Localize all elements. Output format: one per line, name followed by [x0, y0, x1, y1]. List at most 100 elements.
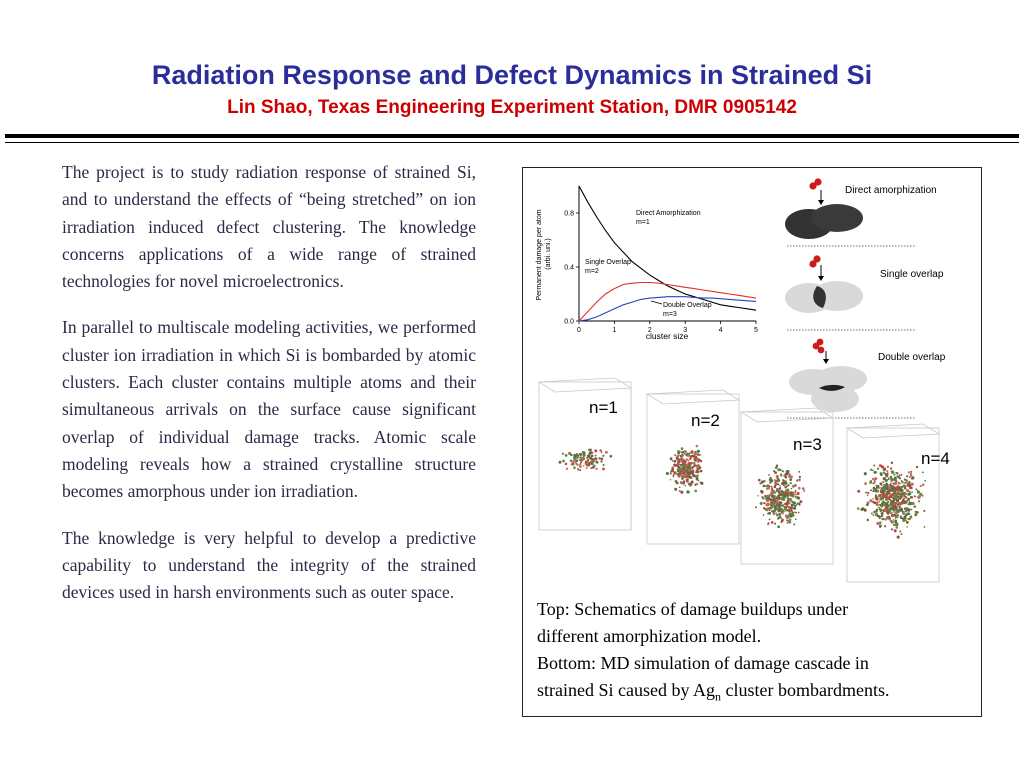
series-label-single-m: m=2: [585, 268, 599, 275]
atom-dot: [565, 467, 569, 470]
atom-dot: [908, 502, 912, 506]
atom-dot: [784, 514, 788, 518]
atom-dot: [921, 471, 924, 474]
atom-dot: [772, 510, 775, 513]
atom-dot: [681, 457, 684, 461]
atom-dot: [776, 518, 779, 520]
atom-dot: [561, 452, 565, 455]
atom-dot: [899, 498, 902, 500]
atom-dot: [669, 457, 673, 461]
atom-dot: [882, 471, 886, 474]
atom-dot: [896, 491, 900, 494]
atom-dot: [785, 502, 789, 506]
atom-dot: [897, 487, 900, 490]
atom-dot: [669, 472, 672, 475]
atom-dot: [679, 463, 682, 466]
atom-dot: [665, 471, 669, 476]
atom-dot: [594, 457, 598, 461]
atom-dot: [579, 469, 582, 472]
atom-dot: [798, 502, 801, 506]
atom-dot: [893, 511, 896, 513]
atom-dot: [900, 496, 903, 499]
atom-dot: [793, 504, 797, 508]
atom-dot: [878, 517, 881, 520]
damage-cascade-n2: [665, 444, 704, 494]
atom-dot: [572, 460, 575, 463]
atom-dot: [671, 466, 674, 470]
atom-dot: [771, 487, 774, 490]
atom-dot: [773, 485, 777, 489]
atom-dot: [699, 459, 703, 463]
atom-dot: [692, 474, 696, 477]
atom-dot: [697, 479, 700, 482]
paragraph-2: In parallel to multiscale modeling activ…: [62, 317, 476, 502]
md-label-n1: n=1: [589, 398, 618, 417]
atom-dot: [902, 498, 905, 502]
atom-dot: [881, 517, 884, 521]
atom-dot: [776, 514, 779, 517]
atom-dot: [788, 509, 792, 512]
atom-dot: [887, 487, 891, 491]
atom-dot: [793, 511, 795, 514]
atom-dot: [919, 492, 923, 496]
chart-y-ticks: 0.0 0.4 0.8: [564, 211, 579, 326]
atom-dot: [898, 489, 901, 492]
atom-dot: [873, 480, 876, 483]
schematic-label-direct: Direct amorphization: [845, 185, 937, 196]
atom-dot: [762, 507, 766, 510]
atom-dot: [796, 496, 800, 500]
atom-dot: [564, 462, 568, 466]
atom-dot: [789, 482, 792, 485]
atom-dot: [900, 507, 903, 511]
md-box-n1: n=1: [537, 377, 633, 531]
atom-dot: [780, 511, 783, 514]
atom-dot: [882, 481, 885, 484]
atom-dot: [803, 489, 806, 492]
atom-dot: [592, 460, 595, 463]
atom-dot: [575, 460, 578, 463]
atom-dot: [883, 467, 887, 471]
series-label-single: Single Overlap: [585, 259, 631, 266]
atom-dot: [680, 475, 683, 478]
atom-dot: [890, 470, 894, 474]
atom-dot: [889, 504, 892, 507]
atom-dot: [876, 489, 880, 492]
atom-dot: [900, 533, 903, 536]
atom-dot: [770, 521, 774, 524]
atom-dot: [674, 463, 678, 467]
atom-dot: [889, 467, 893, 470]
atom-dot: [772, 512, 776, 516]
atom-dot: [769, 481, 772, 484]
atom-dot: [884, 505, 886, 508]
series-double-pointer: [650, 300, 663, 305]
atom-dot: [765, 496, 769, 500]
chart-series: [578, 185, 757, 322]
ion-dot: [809, 182, 817, 190]
atom-dot: [675, 456, 679, 461]
atom-dot: [904, 510, 908, 513]
atom-dot: [917, 500, 921, 503]
atom-dot: [766, 494, 770, 498]
atom-dot: [682, 477, 685, 480]
atom-dot: [898, 474, 901, 477]
atom-dot: [882, 501, 886, 505]
atom-dot: [907, 497, 911, 501]
atom-dot: [870, 479, 872, 482]
atom-dot: [693, 464, 696, 468]
atom-dot: [869, 468, 873, 471]
atom-dot: [794, 491, 797, 493]
series-label-double: Double Overlap: [663, 302, 712, 309]
atom-dot: [788, 518, 791, 521]
atom-dot: [915, 488, 918, 491]
atom-dot: [856, 507, 860, 510]
atom-dot: [872, 469, 874, 472]
atom-dot: [794, 493, 797, 496]
atom-dot: [777, 495, 781, 499]
atom-dot: [757, 478, 761, 482]
md-box-frame: [645, 389, 741, 405]
atom-dot: [789, 497, 792, 501]
atom-dot: [890, 480, 893, 483]
atom-dot: [786, 470, 790, 474]
atom-dot: [879, 524, 882, 527]
atom-dot: [685, 458, 689, 461]
